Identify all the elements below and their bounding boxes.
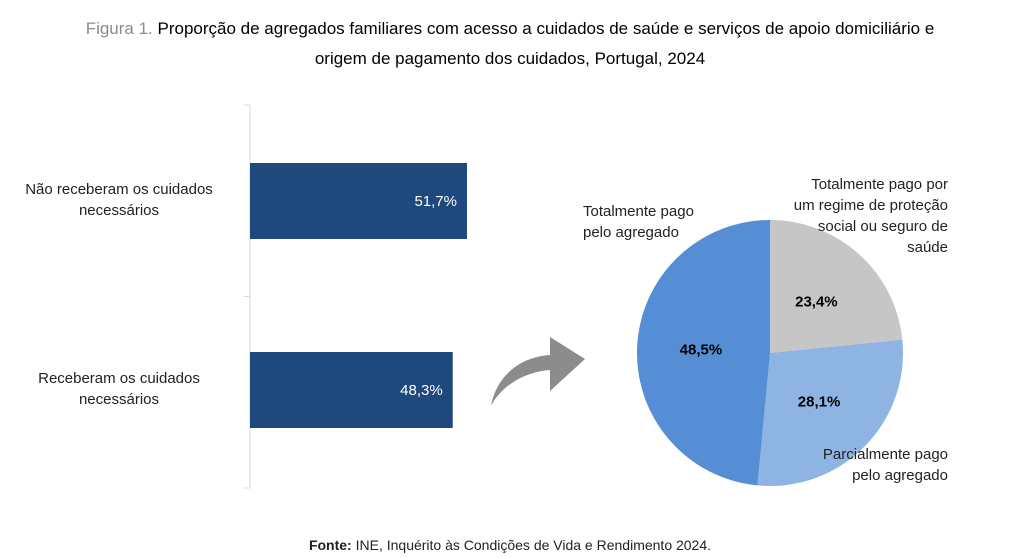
bar-category-line: necessários: [78, 391, 160, 408]
pie-value-label: 48,5%: [680, 342, 723, 359]
title-line-1: Figura 1. Proporção de agregados familia…: [0, 14, 1020, 44]
pie-category-line: Parcialmente pago: [822, 446, 948, 463]
pie-category-line: pelo agregado: [852, 467, 948, 484]
source-note: Fonte: INE, Inquérito às Condições de Vi…: [0, 536, 1020, 554]
pie-slice: [636, 220, 770, 486]
curved-arrow-icon: [491, 337, 585, 406]
bar-category-line: necessários: [78, 202, 160, 219]
source-text: INE, Inquérito às Condições de Vida e Re…: [355, 537, 712, 553]
bar-category-line: Não receberam os cuidados: [25, 181, 213, 198]
bar: [250, 352, 453, 428]
bar: [250, 163, 467, 239]
pie-category-line: Totalmente pago: [583, 203, 694, 220]
pie-value-label: 23,4%: [795, 294, 838, 311]
pie-slice: [757, 339, 903, 487]
source-label: Fonte:: [308, 537, 352, 553]
pie-category-label: Totalmente pago pelo agregado: [583, 201, 694, 243]
title-line-2: origem de pagamento dos cuidados, Portug…: [314, 49, 706, 68]
pie-category-line: pelo agregado: [583, 224, 679, 241]
pie-category-line: Totalmente pago por: [811, 176, 948, 193]
chart-title: Figura 1. Proporção de agregados familia…: [0, 14, 1020, 74]
pie-chart: 23,4% 28,1% 48,5%: [636, 220, 903, 487]
pie-category-line: social ou seguro de: [817, 218, 948, 235]
pie-category-label: Totalmente pago por um regime de proteção…: [794, 174, 948, 258]
pie-value-label: 28,1%: [798, 394, 841, 411]
bar-series: 51,7% 48,3%: [250, 163, 467, 428]
bar-category-line: Receberam os cuidados: [38, 370, 200, 387]
title-text-1: Proporção de agregados familiares com ac…: [157, 19, 935, 38]
bar-category-label: Não receberam os cuidados necessários: [4, 179, 234, 221]
pie-category-line: saúde: [907, 239, 948, 256]
bar-category-label: Receberam os cuidados necessários: [4, 368, 234, 410]
pie-category-label: Parcialmente pago pelo agregado: [823, 444, 948, 486]
bar-value-label: 51,7%: [414, 193, 457, 210]
pie-category-line: um regime de proteção: [793, 197, 948, 214]
bar-value-label: 48,3%: [400, 382, 443, 399]
figure-prefix: Figura 1.: [85, 19, 153, 38]
pie-slice: [770, 220, 903, 353]
